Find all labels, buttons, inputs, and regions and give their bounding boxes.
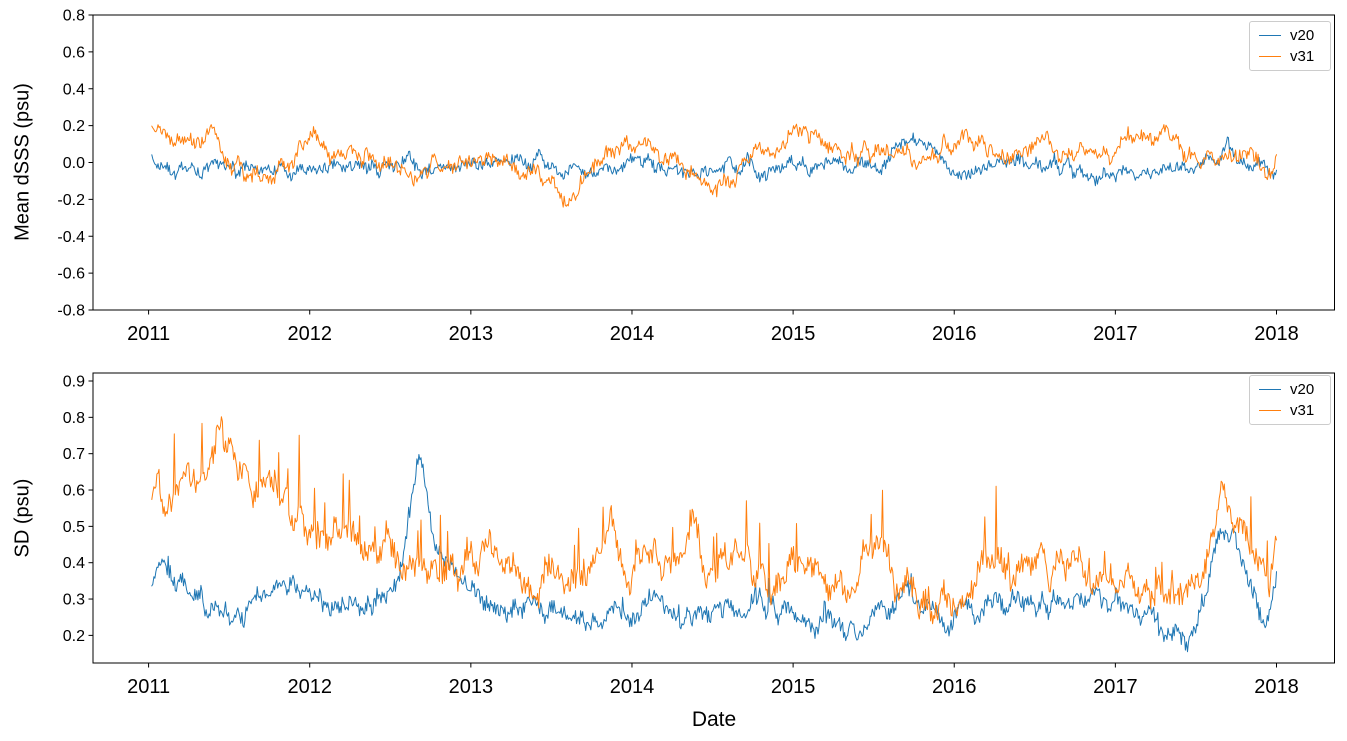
x-tick-label: 2011 (127, 323, 170, 345)
y-tick-label: 0.3 (63, 592, 85, 609)
x-tick-label: 2012 (287, 676, 332, 698)
x-tick-label: 2017 (1093, 676, 1138, 698)
x-tick-label: 2011 (127, 676, 170, 698)
legend-label-v31: v31 (1290, 402, 1315, 419)
v20-line-swatch (1259, 35, 1281, 36)
x-tick-label: 2015 (771, 676, 816, 698)
y-tick-label: 0.2 (63, 628, 85, 645)
legend-entry-v20: v20 (1259, 28, 1322, 43)
y-tick-label: 0.2 (63, 118, 85, 135)
y-tick-label: 0.5 (63, 519, 85, 536)
series-line-v31 (151, 123, 1277, 208)
x-tick-label: 2013 (449, 676, 494, 698)
y-tick-label: -0.4 (57, 229, 85, 246)
y-tick-label: 0.7 (63, 446, 85, 463)
legend-entry-v31: v31 (1259, 403, 1322, 418)
y-axis-label-sd: SD (psu) (11, 478, 34, 558)
legend-label-v20: v20 (1290, 381, 1315, 398)
legend-label-v20: v20 (1290, 27, 1315, 44)
y-tick-label: -0.6 (57, 266, 85, 283)
plot-border (92, 372, 1335, 664)
v20-line-swatch (1259, 389, 1281, 390)
x-axis-label-date: Date (691, 708, 737, 731)
v31-line-swatch (1259, 410, 1281, 411)
y-tick-label: 0.4 (63, 555, 85, 572)
y-tick-label: 0.6 (63, 44, 85, 61)
series-line-v20 (151, 454, 1277, 653)
y-tick-label: 0.4 (63, 81, 85, 98)
x-tick-label: 2018 (1254, 676, 1299, 698)
x-tick-label: 2016 (932, 323, 977, 345)
y-axis-label-mean-dsss: Mean dSSS (psu) (11, 83, 34, 241)
legend-entry-v20: v20 (1259, 382, 1322, 397)
x-tick-label: 2012 (287, 323, 332, 345)
y-tick-label: 0.6 (63, 483, 85, 500)
x-tick-label: 2016 (932, 676, 977, 698)
v31-line-swatch (1259, 56, 1281, 57)
y-tick-label: 0.9 (63, 373, 85, 390)
y-tick-label: 0.8 (63, 8, 85, 25)
series-line-v31 (151, 416, 1277, 625)
x-tick-label: 2015 (771, 323, 816, 345)
legend-bottom-plot: v20 v31 (1249, 375, 1331, 425)
x-tick-label: 2014 (610, 676, 655, 698)
y-tick-label: 0.0 (63, 155, 85, 172)
x-tick-label: 2017 (1093, 323, 1138, 345)
x-tick-label: 2018 (1254, 323, 1299, 345)
y-tick-label: -0.2 (57, 192, 85, 209)
x-tick-label: 2013 (449, 323, 494, 345)
legend-label-v31: v31 (1290, 48, 1315, 65)
x-tick-label: 2014 (610, 323, 655, 345)
legend-entry-v31: v31 (1259, 49, 1322, 64)
series-line-v20 (151, 132, 1277, 187)
y-tick-label: 0.8 (63, 410, 85, 427)
y-tick-label: -0.8 (57, 303, 85, 320)
legend-top-plot: v20 v31 (1249, 21, 1331, 71)
